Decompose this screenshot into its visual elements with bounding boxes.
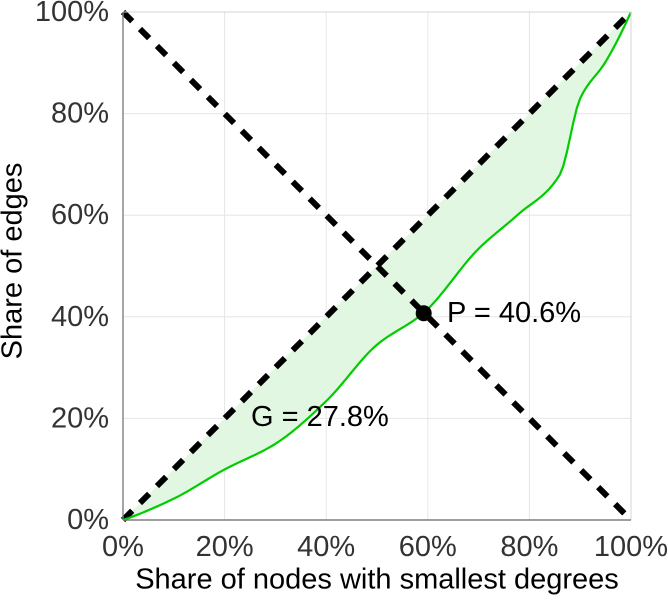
svg-text:60%: 60% bbox=[51, 199, 109, 231]
svg-text:Share of nodes with smallest d: Share of nodes with smallest degrees bbox=[135, 564, 619, 596]
svg-text:40%: 40% bbox=[297, 531, 355, 563]
svg-text:20%: 20% bbox=[51, 402, 109, 434]
svg-text:Share of edges: Share of edges bbox=[0, 163, 29, 360]
svg-text:20%: 20% bbox=[196, 531, 254, 563]
svg-text:P = 40.6%: P = 40.6% bbox=[447, 297, 581, 329]
svg-text:0%: 0% bbox=[102, 531, 144, 563]
svg-text:40%: 40% bbox=[51, 301, 109, 333]
svg-text:G = 27.8%: G = 27.8% bbox=[251, 401, 389, 433]
svg-text:60%: 60% bbox=[399, 531, 457, 563]
svg-text:100%: 100% bbox=[594, 531, 668, 563]
svg-text:80%: 80% bbox=[51, 98, 109, 130]
svg-text:100%: 100% bbox=[35, 0, 109, 28]
svg-text:80%: 80% bbox=[500, 531, 558, 563]
